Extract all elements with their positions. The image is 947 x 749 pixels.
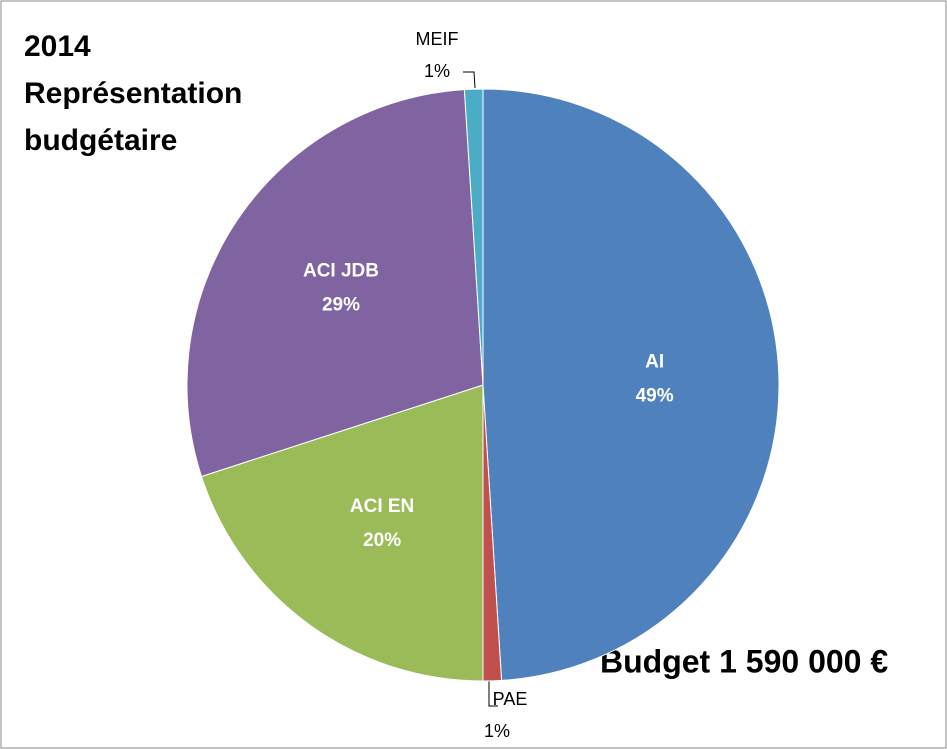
chart-title: Représentation <box>24 77 242 110</box>
value-label: 1% <box>484 721 510 741</box>
pie-slice <box>482 88 780 681</box>
slice-label: PAE <box>493 689 528 709</box>
pie-slice <box>200 384 484 682</box>
leader-line <box>463 71 476 89</box>
chart-title: 2014 <box>24 30 91 63</box>
slice-label: ACI EN <box>350 496 414 517</box>
value-label: 49% <box>636 386 674 407</box>
pie-slice <box>463 88 484 386</box>
leader-line <box>488 678 498 707</box>
pie-slice <box>186 89 484 478</box>
value-label: 29% <box>322 295 360 316</box>
slice-label: AI <box>645 352 664 373</box>
value-label: 20% <box>363 530 401 551</box>
value-label: 1% <box>424 61 450 81</box>
slice-label: ACI JDB <box>303 261 379 282</box>
annotation: Budget 1 590 000 € <box>600 643 888 679</box>
chart-title: budgétaire <box>24 124 177 157</box>
slice-label: MEIF <box>416 29 459 49</box>
